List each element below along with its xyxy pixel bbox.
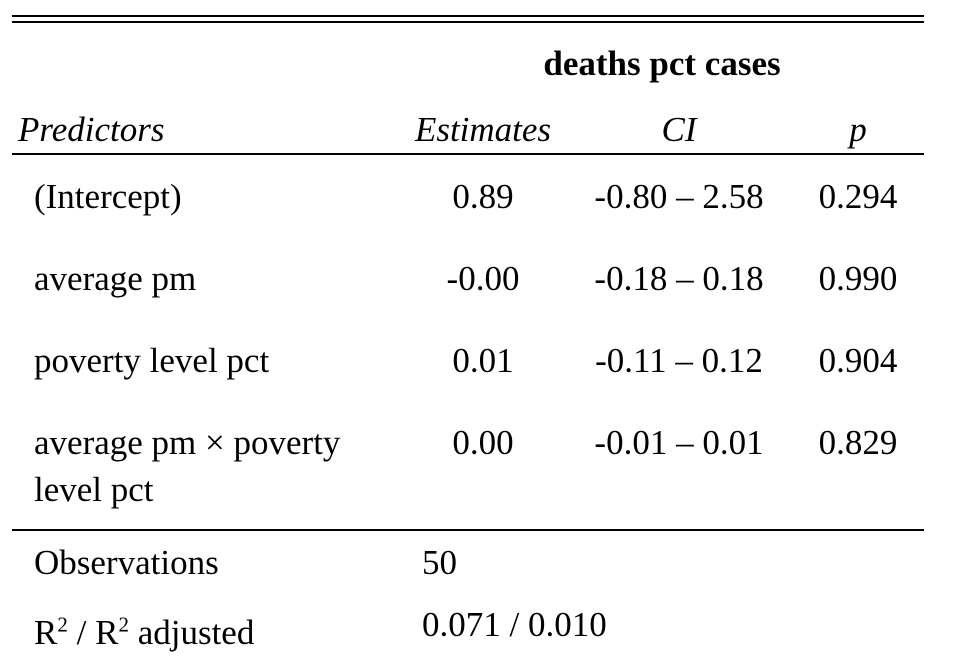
- row-4-estimate: 0.00: [452, 423, 514, 462]
- r2-sup-2: 2: [118, 612, 129, 637]
- header-estimates: Estimates: [414, 110, 552, 149]
- row-2-p: 0.990: [818, 259, 898, 298]
- row-3-p: 0.904: [818, 341, 898, 380]
- observations-label: Observations: [34, 543, 219, 582]
- row-1-p: 0.294: [818, 177, 898, 216]
- row-4-predictor-line2: level pct: [34, 470, 154, 509]
- row-3-predictor: poverty level pct: [34, 341, 270, 380]
- r2-value: 0.071 / 0.010: [422, 605, 607, 644]
- row-3-estimate: 0.01: [452, 341, 514, 380]
- top-rule-1: [12, 15, 924, 17]
- header-predictors: Predictors: [18, 110, 165, 149]
- model-title: deaths pct cases: [543, 44, 781, 83]
- row-2-estimate: -0.00: [446, 259, 520, 298]
- row-1-estimate: 0.89: [452, 177, 514, 216]
- header-rule: [12, 153, 924, 155]
- header-ci: CI: [661, 110, 697, 149]
- row-1-predictor: (Intercept): [34, 177, 182, 216]
- r2-sup-1: 2: [57, 612, 68, 637]
- footer-rule: [12, 529, 924, 531]
- r2-label: R2 / R2 adjusted: [34, 611, 254, 655]
- row-2-predictor: average pm: [34, 259, 197, 298]
- r2-label-part3: adjusted: [128, 613, 255, 652]
- top-rule-2: [12, 21, 924, 23]
- row-2-ci: -0.18 – 0.18: [594, 259, 764, 298]
- row-4-ci: -0.01 – 0.01: [594, 423, 764, 462]
- header-p: p: [849, 110, 867, 149]
- r2-label-part2: / R: [67, 613, 119, 652]
- row-4-predictor-line1: average pm × poverty: [34, 423, 341, 462]
- r2-label-part1: R: [34, 613, 58, 652]
- row-4-p: 0.829: [818, 423, 898, 462]
- row-3-ci: -0.11 – 0.12: [595, 341, 763, 380]
- observations-value: 50: [422, 543, 457, 582]
- row-1-ci: -0.80 – 2.58: [594, 177, 764, 216]
